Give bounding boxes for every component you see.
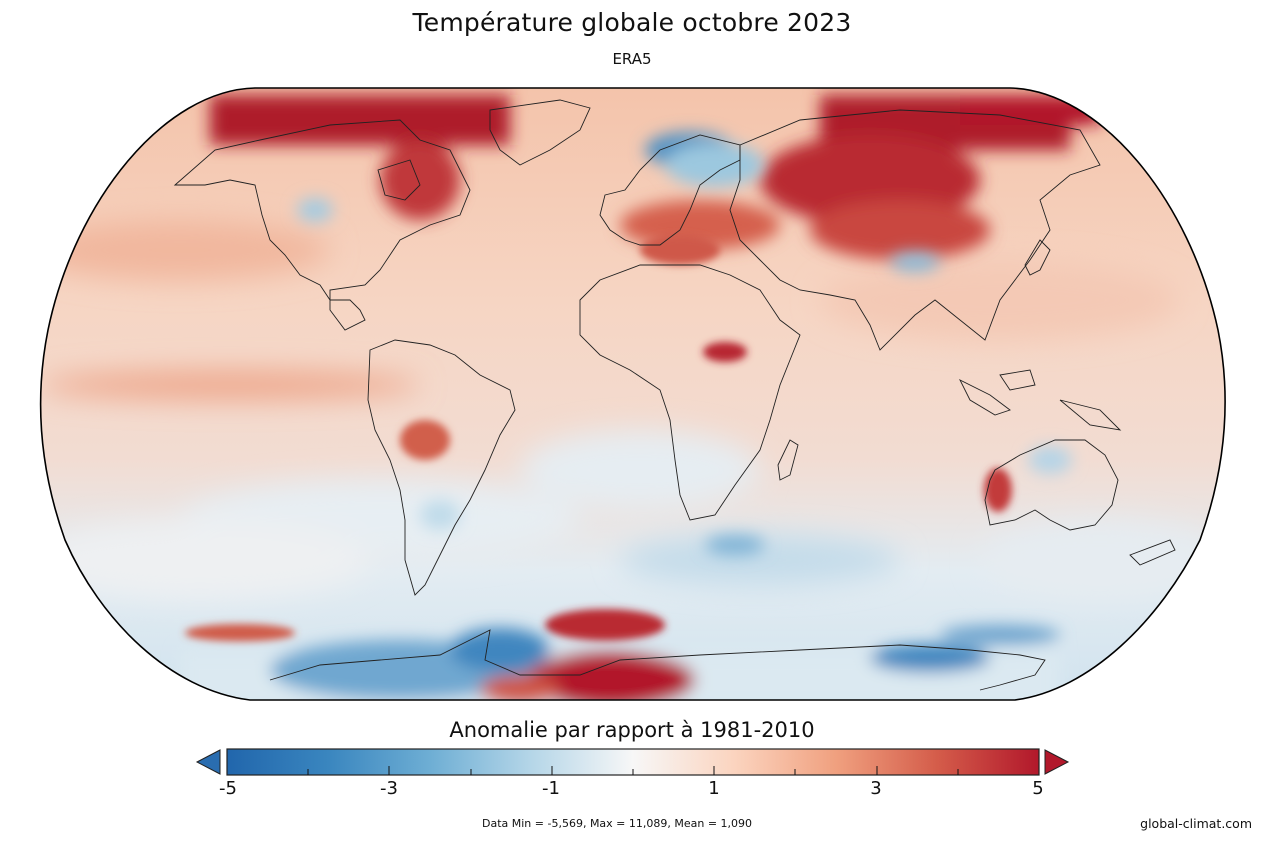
colorbar-tick-label: 5 xyxy=(1032,778,1044,799)
figure-subtitle: ERA5 xyxy=(612,50,652,68)
coastlines xyxy=(173,99,1176,691)
map-field xyxy=(40,88,1226,700)
map-border xyxy=(39,87,1226,701)
data-stats: Data Min = -5,569, Max = 11,089, Mean = … xyxy=(482,817,753,830)
source-credit: global-climat.com xyxy=(1140,816,1252,831)
colorbar-under-triangle xyxy=(195,749,221,775)
colorbar-over-triangle xyxy=(1044,749,1070,775)
colorbar-tick-label: -3 xyxy=(380,778,398,799)
colorbar-tick-label: -1 xyxy=(542,778,560,799)
figure-title: Température globale octobre 2023 xyxy=(412,8,852,37)
colorbar-ticks xyxy=(307,766,959,775)
colorbar-tick-label: 3 xyxy=(870,778,882,799)
colorbar-tick-label: 1 xyxy=(708,778,720,799)
colorbar-tick-label: -5 xyxy=(219,778,237,799)
colorbar-title: Anomalie par rapport à 1981-2010 xyxy=(449,718,815,742)
